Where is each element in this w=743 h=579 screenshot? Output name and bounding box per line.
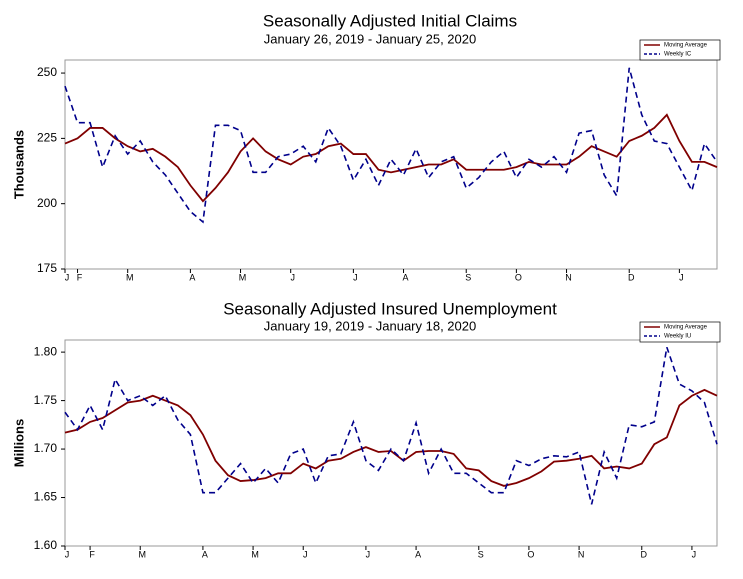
x-tick-label: J <box>290 272 295 282</box>
y-tick-label: 1.60 <box>34 538 58 552</box>
x-tick-label: J <box>692 549 697 559</box>
x-tick-label: F <box>89 549 95 559</box>
x-tick-label: J <box>65 549 70 559</box>
y-axis-label: Millions <box>11 419 26 467</box>
y-tick-label: 200 <box>37 196 57 210</box>
series-line <box>64 347 718 505</box>
y-tick-label: 175 <box>37 261 57 275</box>
chart-subtitle: January 19, 2019 - January 18, 2020 <box>264 318 476 333</box>
plot-frame <box>64 59 718 270</box>
x-tick-label: M <box>138 549 146 559</box>
x-tick-label: J <box>679 272 684 282</box>
x-tick-label: J <box>353 272 358 282</box>
x-tick-label: N <box>578 549 585 559</box>
x-tick-label: M <box>239 272 247 282</box>
y-axis-label: Thousands <box>11 130 26 199</box>
x-tick-label: O <box>527 549 534 559</box>
plot-frame <box>64 339 718 547</box>
series-line <box>64 67 718 224</box>
x-tick-label: S <box>478 549 484 559</box>
x-tick-label: O <box>515 272 522 282</box>
y-tick-label: 225 <box>37 131 57 145</box>
x-tick-label: J <box>366 549 371 559</box>
legend-label: Weekly IC <box>664 52 692 58</box>
legend-label: Moving Average <box>664 325 708 331</box>
y-tick-label: 250 <box>37 65 57 79</box>
y-tick-label: 1.75 <box>34 393 58 407</box>
legend-label: Weekly IU <box>664 334 691 340</box>
y-tick-label: 1.80 <box>34 344 58 358</box>
x-tick-label: J <box>303 549 308 559</box>
y-tick-label: 1.70 <box>34 441 58 455</box>
x-tick-label: D <box>641 549 648 559</box>
chart-title: Seasonally Adjusted Insured Unemployment <box>223 299 557 318</box>
x-tick-label: F <box>77 272 83 282</box>
x-tick-label: A <box>415 549 421 559</box>
x-tick-label: D <box>628 272 635 282</box>
chart-title: Seasonally Adjusted Initial Claims <box>263 11 517 30</box>
series-line <box>64 113 718 203</box>
x-tick-label: N <box>565 272 572 282</box>
y-tick-label: 1.65 <box>34 490 58 504</box>
chart-subtitle: January 26, 2019 - January 25, 2020 <box>264 31 476 46</box>
x-tick-label: A <box>202 549 208 559</box>
x-tick-label: S <box>465 272 471 282</box>
x-tick-label: A <box>189 272 195 282</box>
x-tick-label: M <box>126 272 134 282</box>
x-tick-label: M <box>251 549 259 559</box>
series-line <box>64 388 718 487</box>
x-tick-label: J <box>65 272 70 282</box>
legend-label: Moving Average <box>664 43 708 49</box>
x-tick-label: A <box>403 272 409 282</box>
